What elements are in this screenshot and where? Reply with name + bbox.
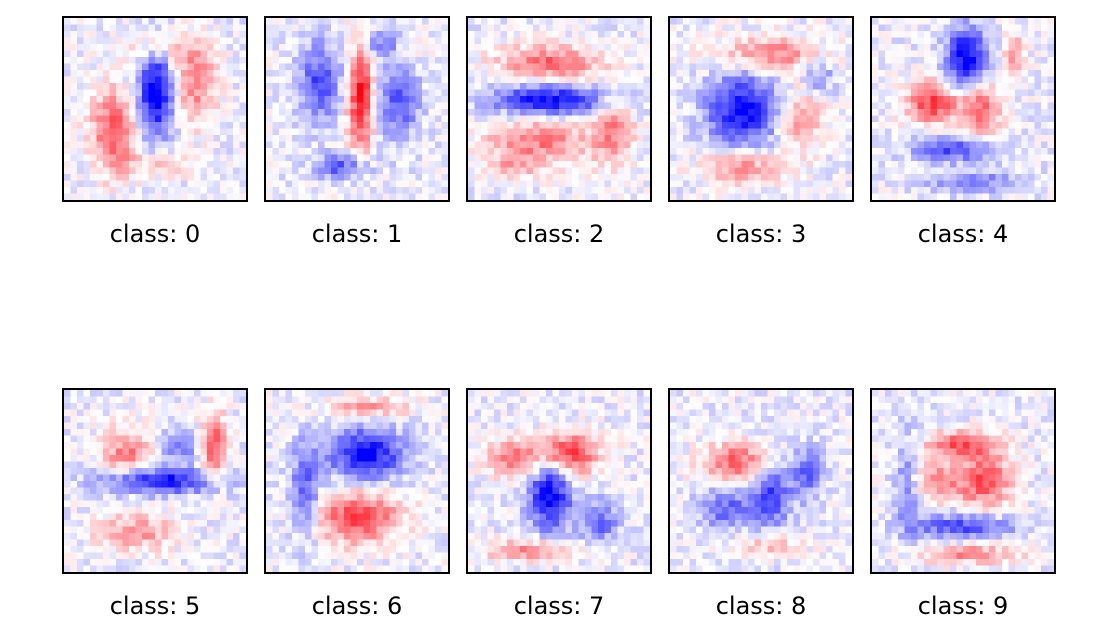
heatmap-image-class-5 [64,390,246,572]
class-label-3: class: 3 [715,220,807,248]
heatmap-class-6 [264,388,450,574]
heatmap-class-5 [62,388,248,574]
heatmap-image-class-7 [468,390,650,572]
heatmap-image-class-8 [670,390,852,572]
heatmap-image-class-2 [468,18,650,200]
heatmap-image-class-6 [266,390,448,572]
class-label-5: class: 5 [109,592,201,620]
heatmap-class-7 [466,388,652,574]
class-label-4: class: 4 [917,220,1009,248]
heatmap-image-class-9 [872,390,1054,572]
heatmap-class-8 [668,388,854,574]
class-label-0: class: 0 [109,220,201,248]
class-label-7: class: 7 [513,592,605,620]
class-label-6: class: 6 [311,592,403,620]
heatmap-image-class-4 [872,18,1054,200]
class-label-8: class: 8 [715,592,807,620]
heatmap-class-2 [466,16,652,202]
heatmap-class-9 [870,388,1056,574]
heatmap-class-0 [62,16,248,202]
heatmap-image-class-1 [266,18,448,200]
heatmap-class-3 [668,16,854,202]
heatmap-class-4 [870,16,1056,202]
class-label-1: class: 1 [311,220,403,248]
heatmap-image-class-0 [64,18,246,200]
class-label-9: class: 9 [917,592,1009,620]
heatmap-class-1 [264,16,450,202]
heatmap-image-class-3 [670,18,852,200]
class-label-2: class: 2 [513,220,605,248]
